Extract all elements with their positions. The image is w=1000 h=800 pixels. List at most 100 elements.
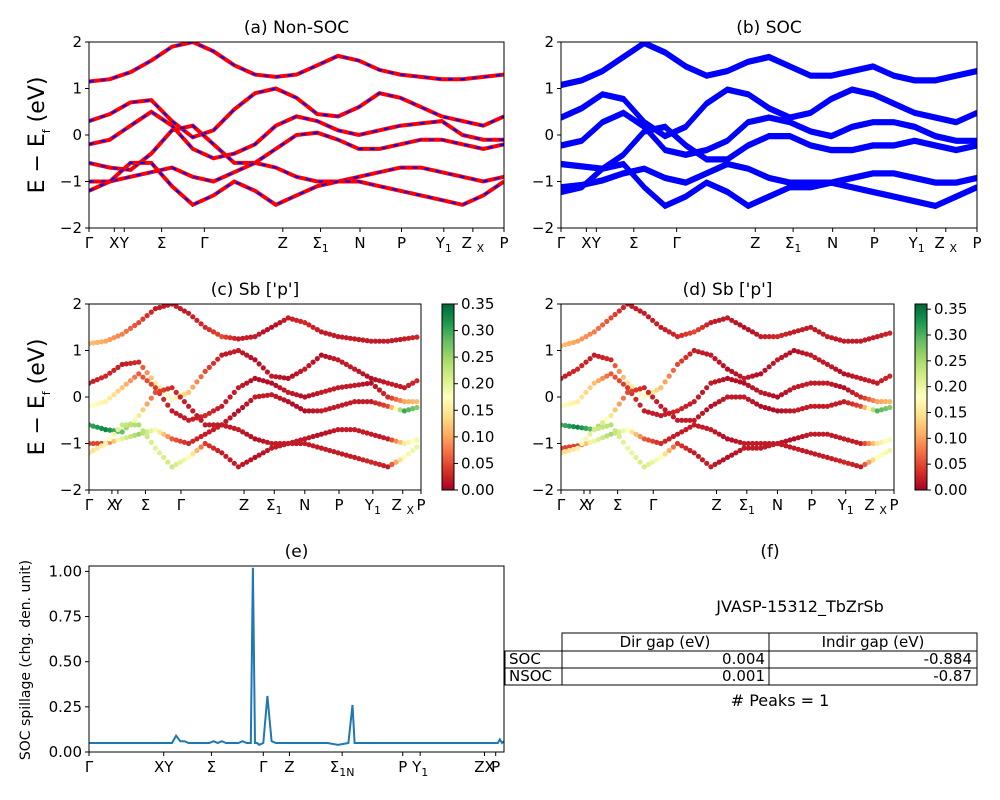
y-tick-label: 0 <box>544 126 554 144</box>
band-point <box>587 426 593 432</box>
band-point <box>397 407 403 413</box>
colorbar-tick-label: 0.05 <box>461 454 494 472</box>
band-point <box>132 417 138 423</box>
band-point <box>820 380 826 386</box>
band-point <box>853 402 860 408</box>
y-tick-label: −1 <box>60 435 82 453</box>
band-point <box>406 399 412 405</box>
band-point <box>587 385 593 391</box>
band-point <box>136 320 142 326</box>
band-point <box>397 397 403 404</box>
colorbar-tick-label: 0.15 <box>461 401 494 419</box>
band-point <box>227 457 233 463</box>
band-point <box>745 440 751 447</box>
band-point <box>376 378 383 384</box>
band-point <box>331 386 337 392</box>
band-point <box>878 332 885 338</box>
band-point <box>754 331 760 337</box>
band-point <box>406 335 412 341</box>
col-header-indir: Indir gap (eV) <box>822 633 925 651</box>
band-point <box>699 350 706 356</box>
band-point <box>173 389 179 395</box>
band-point <box>878 452 885 458</box>
band-point <box>787 330 793 336</box>
band-point <box>277 443 283 449</box>
band-point <box>866 378 872 384</box>
band-point <box>770 393 776 399</box>
band-point <box>662 438 668 444</box>
x-tick-label: P <box>807 496 816 514</box>
band-point <box>127 378 134 384</box>
band-point <box>583 425 589 431</box>
band-point <box>260 438 266 444</box>
band-point <box>600 354 606 361</box>
band-line-2 <box>561 109 977 156</box>
ylabel-top-unit: (eV) <box>25 77 50 130</box>
band-point <box>804 351 810 357</box>
band-point <box>194 379 200 385</box>
band-point <box>887 373 893 379</box>
band-point <box>202 368 208 374</box>
band-point <box>858 375 864 381</box>
cell-nsoc-indir: -0.87 <box>933 667 972 685</box>
ylabel-mid-unit: (eV) <box>25 339 50 392</box>
x-tick-label: P <box>889 496 898 514</box>
band-point <box>281 397 287 403</box>
band-point <box>658 403 664 409</box>
x-tick-label: Z X <box>391 496 414 517</box>
band-point <box>837 400 843 406</box>
band-point <box>650 410 656 416</box>
band-point <box>600 375 606 381</box>
ylabel-mid-sub: f <box>40 390 53 395</box>
y-tick-label: −1 <box>60 173 82 191</box>
band-point <box>699 389 706 395</box>
panel-title: (c) Sb ['p'] <box>211 280 299 300</box>
band-point <box>845 338 851 344</box>
band-point <box>816 452 822 458</box>
band-point <box>612 363 618 369</box>
band-line-5 <box>561 160 977 208</box>
x-tick-label: Z <box>284 758 294 776</box>
band-point <box>306 435 312 441</box>
band-point <box>115 333 121 339</box>
band-point <box>799 447 806 454</box>
band-point <box>691 417 697 423</box>
band-point <box>849 338 856 344</box>
band-point <box>737 379 743 385</box>
row-label-nsoc: NSOC <box>509 667 552 685</box>
band-point <box>720 363 726 369</box>
band-point <box>368 380 374 386</box>
band-point <box>866 396 872 402</box>
band-point <box>410 380 416 386</box>
band-point <box>318 408 324 414</box>
ylabel-top: E − Ef (eV) <box>25 77 53 194</box>
band-point <box>774 357 781 363</box>
band-point <box>206 443 212 449</box>
band-point <box>762 390 768 397</box>
band-point <box>712 461 718 467</box>
band-point <box>708 464 714 470</box>
band-point <box>356 428 362 434</box>
band-point <box>866 336 872 342</box>
band-point <box>219 352 225 358</box>
band-point <box>107 427 113 433</box>
band-point <box>144 313 150 319</box>
band-point <box>343 383 349 390</box>
band-point <box>712 356 718 362</box>
band-point <box>841 459 847 465</box>
band-point <box>733 450 739 456</box>
band-point <box>608 413 614 419</box>
band-point <box>198 417 204 423</box>
band-point <box>335 357 341 363</box>
band-point <box>579 363 585 369</box>
band-point <box>318 352 324 358</box>
y-tick-label: −2 <box>532 219 554 237</box>
band-point <box>670 409 677 415</box>
band-point <box>666 447 672 454</box>
band-point <box>804 432 810 438</box>
band-point <box>808 431 814 437</box>
band-point <box>683 417 689 423</box>
band-point <box>808 324 814 330</box>
band-point <box>177 394 183 400</box>
band-point <box>144 429 150 435</box>
